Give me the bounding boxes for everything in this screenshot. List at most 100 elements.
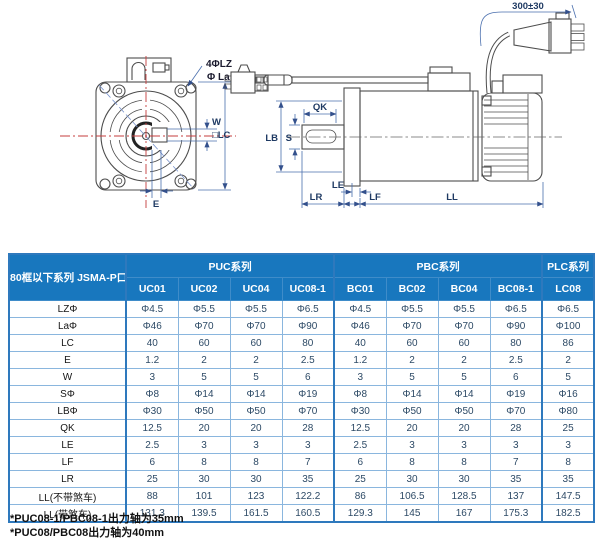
row-label: LC [8,334,127,352]
row-label: LaΦ [8,317,127,335]
table-cell: Φ50 [177,402,231,420]
table-cell: 3 [333,368,387,386]
table-cell: 8 [437,453,491,471]
front-dimensions [140,65,231,198]
dim-label-s: S [286,133,292,144]
table-cell: 3 [229,436,283,454]
row-label: LF [8,453,127,471]
side-view [224,12,585,187]
table-cell: 5 [541,368,595,386]
table-cell: 60 [437,334,491,352]
series-group-header: PBC系列 [333,253,543,278]
column-header: BC01 [333,277,387,301]
table-cell: 86 [333,487,387,505]
table-cell: 2 [229,351,283,369]
table-cell: 35 [281,470,335,488]
table-cell: Φ8 [333,385,387,403]
row-label: LE [8,436,127,454]
table-cell: Φ5.5 [437,300,491,318]
table-cell: Φ100 [541,317,595,335]
series-group-header: PUC系列 [124,253,335,278]
table-cell: 161.5 [229,504,283,523]
footnote-1: *PUC08-1/PBC08-1出力轴为35mm [10,513,184,525]
dim-label-lc: □LC [212,130,231,141]
table-corner-header: 80框以下系列 JSMA-P口口口口 [8,253,127,301]
table-cell: 30 [229,470,283,488]
table-row: LL(带煞车) 131.3 139.5 161.5 160.5 129.3 145 167 17… [8,504,595,523]
table-cell: 2.5 [281,351,335,369]
row-label: LZΦ [8,300,127,318]
table-cell: 1.2 [125,351,179,369]
table-cell: Φ14 [385,385,439,403]
column-header: BC04 [437,277,491,301]
dimension-spec-table: 80框以下系列 JSMA-P口口口口PUC系列PBC系列PLC系列UC01UC0… [8,253,596,523]
table-row: LaΦ Φ46 Φ70 Φ70 Φ90 Φ46 Φ70 Φ70 Φ90 Φ100 [8,317,595,335]
table-cell: 6 [489,368,543,386]
row-label: LBΦ [8,402,127,420]
table-cell: 3 [437,436,491,454]
table-cell: Φ50 [229,402,283,420]
table-cell: 5 [229,368,283,386]
table-cell: 2 [177,351,231,369]
table-cell: Φ46 [125,317,179,335]
table-cell: 167 [437,504,491,523]
row-label: W [8,368,127,386]
table-cell: Φ6.5 [489,300,543,318]
table-cell: 80 [489,334,543,352]
table-cell: 88 [125,487,179,505]
front-holes-label: 4ΦLZ [206,59,232,70]
dim-label-lb: LB [265,133,278,144]
table-cell: Φ6.5 [541,300,595,318]
table-cell: 12.5 [333,419,387,437]
dim-label-lf: LF [369,192,381,203]
table-cell: 60 [229,334,283,352]
table-cell: Φ19 [489,385,543,403]
table-cell: 6 [125,453,179,471]
dim-label-qk: QK [313,102,327,113]
table-cell: 175.3 [489,504,543,523]
table-cell: 123 [229,487,283,505]
series-group-header: PLC系列 [541,253,595,278]
table-cell: 25 [125,470,179,488]
table-cell: 3 [489,436,543,454]
table-cell: 7 [489,453,543,471]
row-label: QK [8,419,127,437]
table-cell: 160.5 [281,504,335,523]
table-cell: 8 [229,453,283,471]
row-label: LR [8,470,127,488]
column-header: BC02 [385,277,439,301]
table-cell: 3 [385,436,439,454]
table-cell: 137 [489,487,543,505]
dimension-diagram: 4ΦLZ Φ La W □LC E [60,1,585,210]
table-cell: 40 [125,334,179,352]
cable-length-label: 300±30 [512,1,544,12]
table-cell: 3 [125,368,179,386]
table-cell: 2 [541,351,595,369]
column-header: UC04 [229,277,283,301]
table-cell: Φ46 [333,317,387,335]
table-cell: 60 [385,334,439,352]
table-cell: 3 [177,436,231,454]
table-cell: Φ80 [541,402,595,420]
table-cell: 5 [177,368,231,386]
table-cell: 8 [541,453,595,471]
row-label: LL(带煞车) [8,504,127,523]
table-cell: 86 [541,334,595,352]
dim-label-ll: LL [446,192,458,203]
table-cell: 2.5 [125,436,179,454]
table-cell: 6 [333,453,387,471]
table-header: 80框以下系列 JSMA-P口口口口PUC系列PBC系列PLC系列UC01UC0… [8,253,595,301]
table-cell: 139.5 [177,504,231,523]
table-cell: Φ5.5 [177,300,231,318]
table-cell: Φ90 [489,317,543,335]
flange-bolt-holes [99,82,197,190]
table-cell: 5 [385,368,439,386]
table-cell: Φ30 [333,402,387,420]
table-row: LL(不带煞车) 88 101 123 122.2 86 106.5 128.5 137 147.… [8,487,595,505]
side-dimensions [276,4,577,208]
table-cell: Φ30 [125,402,179,420]
table-cell: Φ4.5 [333,300,387,318]
table-row: LR 25 30 30 35 25 30 30 35 35 [8,470,595,488]
table-cell: 122.2 [281,487,335,505]
